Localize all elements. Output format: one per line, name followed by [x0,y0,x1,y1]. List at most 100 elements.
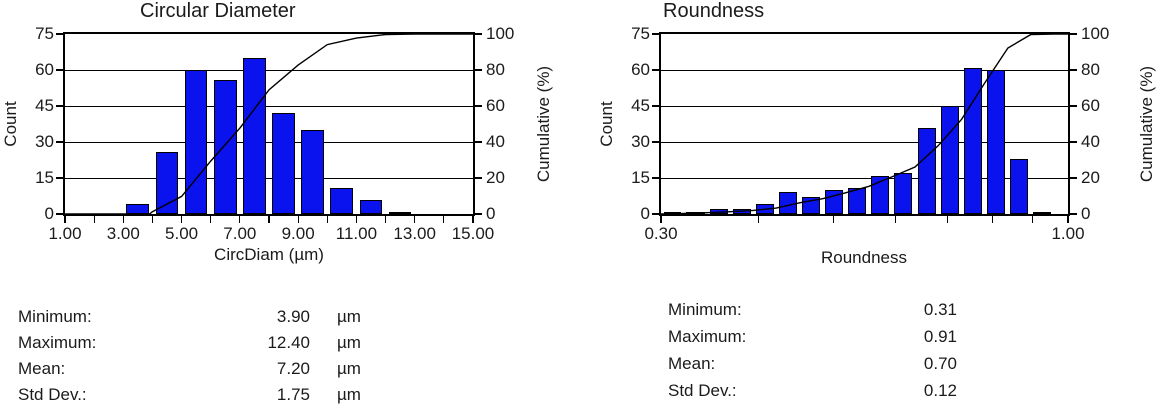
y-axis-tick-label: 30 [631,132,650,151]
x-axis-tick-label: 15.00 [451,224,495,243]
tick-mark [268,216,270,223]
tick-mark [414,216,416,223]
tick-mark [475,105,482,107]
plot-frame [659,32,1070,216]
histogram-bar [940,106,960,214]
stat-unit: µm [337,333,361,352]
x-axis-tick-label: 5.00 [165,224,199,243]
histogram-bar [243,58,266,214]
cumulative-axis-tick-label: 100 [1081,24,1110,43]
cumulative-axis-tick-label: 0 [486,204,496,223]
cumulative-axis-tick-label: 100 [486,24,515,43]
tick-mark [56,69,63,71]
histogram-bar [825,190,844,214]
histogram-bar [272,113,295,214]
tick-mark [355,216,358,223]
x-axis-tick-label: 11.00 [335,224,378,243]
stats-block-roundness: Minimum: 0.31 Maximum: 0.91 Mean: 0.70 S… [668,296,957,404]
stat-value: 0.91 [923,327,957,346]
tick-mark [56,141,63,143]
chart-title-circular-diameter: Circular Diameter [140,0,296,22]
cumulative-line [661,33,1068,215]
histogram-bar [964,67,982,214]
y-axis-tick-label: 60 [35,60,54,79]
y-axis-tick-label: 15 [631,168,650,187]
stat-label: Minimum: [18,307,92,326]
histogram-bar [213,79,237,214]
tick-mark [475,213,482,215]
gridline [65,141,473,143]
tick-mark [652,33,659,35]
stats-block-circular-diameter: Minimum: 3.90 µm Maximum: 12.40 µm Mean:… [18,304,361,408]
tick-mark [1070,105,1077,107]
cumulative-axis-tick-label: 40 [486,132,505,151]
gridline [661,105,1068,107]
tick-mark [443,216,445,223]
cumulative-axis-tick-label: 60 [486,96,505,115]
stat-row-maximum: Maximum: 12.40 µm [18,330,361,356]
histogram-bar [917,127,936,214]
histogram-bar [1033,211,1051,214]
x-axis-tick-label: 1.00 [1051,224,1085,243]
cumulative-line [65,33,473,215]
tick-mark [1070,141,1077,143]
tick-mark [1067,216,1069,223]
tick-mark [660,216,662,223]
tick-mark [475,141,482,143]
tick-mark [652,177,659,179]
stat-unit: µm [337,307,361,326]
x-axis-tick-label: 3.00 [106,224,140,243]
histogram-bar [1010,158,1029,214]
stat-value: 12.40 [267,333,310,352]
stat-row-mean: Mean: 0.70 [668,350,957,377]
gridline [661,141,1068,143]
y-axis-tick-label: 15 [35,168,54,187]
tick-mark [384,216,387,223]
gridline [65,105,473,107]
tick-mark [239,216,241,223]
tick-mark [472,216,474,223]
tick-mark [833,216,835,223]
stat-value: 3.90 [276,307,310,326]
histogram-bar [894,173,913,214]
tick-mark [652,213,659,215]
tick-mark [1031,216,1033,223]
tick-mark [894,216,896,223]
histogram-bar [388,211,412,214]
tick-mark [1070,177,1077,179]
gridline [661,69,1068,71]
cumulative-curve [661,33,1068,215]
histogram-bar [184,70,208,214]
cumulative-axis-tick-label: 80 [486,60,505,79]
histogram-bar [155,151,179,214]
cumulative-axis-tick-label: 60 [1081,96,1100,115]
x-axis-tick-label: 0.30 [644,224,678,243]
tick-mark [56,177,63,179]
x-axis-tick-label: 1.00 [48,224,82,243]
cumulative-axis-tick-label: 80 [1081,60,1100,79]
histogram-bar [987,70,1006,214]
stat-unit: µm [337,385,361,404]
tick-mark [56,105,63,107]
stat-row-minimum: Minimum: 3.90 µm [18,304,361,330]
tick-mark [1070,69,1077,71]
tick-mark [946,216,948,223]
stat-row-stddev: Std Dev.: 0.12 [668,377,957,404]
stat-row-minimum: Minimum: 0.31 [668,296,957,323]
stat-unit: µm [337,359,361,378]
stat-value: 1.75 [276,385,310,404]
y-axis-tick-label: 0 [640,204,650,223]
y-axis-tick-label: 0 [44,204,54,223]
plot-frame [63,32,475,216]
stat-value: 0.70 [923,354,957,373]
tick-mark [757,216,759,223]
x-axis-tick-label: 13.00 [393,224,436,243]
x-axis-tick-label: 7.00 [223,224,257,243]
stat-row-stddev: Std Dev.: 1.75 µm [18,382,361,408]
tick-mark [93,216,95,223]
histogram-bar [871,175,890,214]
y-axis-tick-label: 30 [35,132,54,151]
histogram-bar [301,130,325,214]
tick-mark [991,216,994,223]
